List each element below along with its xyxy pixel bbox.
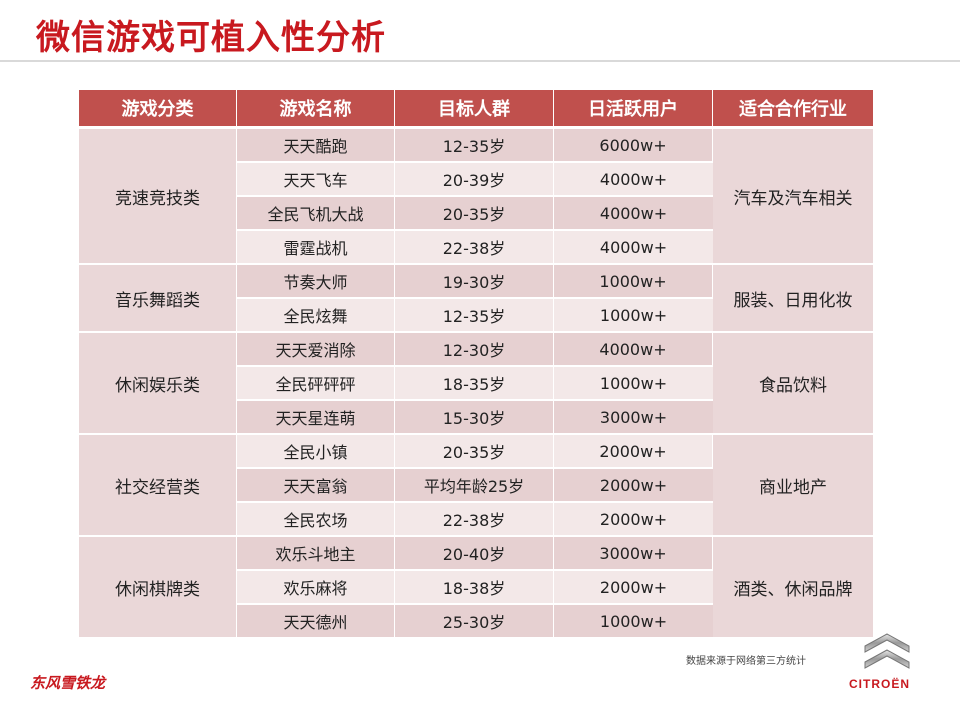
table-row: 天天富翁 平均年龄25岁 2000w+ (79, 469, 873, 503)
citroen-wordmark: CITROËN (849, 677, 910, 691)
age-cell: 20-39岁 (395, 163, 554, 197)
game-name-cell: 欢乐斗地主 (237, 537, 395, 571)
game-name-cell: 全民砰砰砰 (237, 367, 395, 401)
dau-cell: 1000w+ (554, 299, 713, 333)
industry-cell: 服装、日用化妆 (713, 265, 873, 333)
dau-cell: 2000w+ (554, 435, 713, 469)
game-name-cell: 全民飞机大战 (237, 197, 395, 231)
game-name-cell: 全民炫舞 (237, 299, 395, 333)
game-analysis-table-container: 游戏分类 游戏名称 目标人群 日活跃用户 适合合作行业 竞速竞技类 天天酷跑 1… (79, 90, 873, 639)
dau-cell: 2000w+ (554, 469, 713, 503)
age-cell: 18-38岁 (395, 571, 554, 605)
age-cell: 20-35岁 (395, 435, 554, 469)
dau-cell: 4000w+ (554, 231, 713, 265)
game-name-cell: 天天爱消除 (237, 333, 395, 367)
game-name-cell: 节奏大师 (237, 265, 395, 299)
table-header-row: 游戏分类 游戏名称 目标人群 日活跃用户 适合合作行业 (79, 90, 873, 129)
title-divider (0, 60, 960, 62)
header-daily-active-users: 日活跃用户 (554, 90, 713, 129)
game-name-cell: 天天酷跑 (237, 129, 395, 163)
game-name-cell: 欢乐麻将 (237, 571, 395, 605)
dau-cell: 1000w+ (554, 605, 713, 639)
table-row: 休闲棋牌类 欢乐斗地主 20-40岁 3000w+ 酒类、休闲品牌 (79, 537, 873, 639)
table-row: 雷霆战机 22-38岁 4000w+ (79, 231, 873, 265)
dau-cell: 4000w+ (554, 197, 713, 231)
game-name-cell: 天天富翁 (237, 469, 395, 503)
dau-cell: 4000w+ (554, 333, 713, 367)
age-cell: 12-35岁 (395, 129, 554, 163)
dau-cell: 3000w+ (554, 537, 713, 571)
header-target-audience: 目标人群 (395, 90, 554, 129)
industry-cell: 酒类、休闲品牌 (713, 537, 873, 639)
industry-cell: 食品饮料 (713, 333, 873, 435)
game-name-cell: 天天德州 (237, 605, 395, 639)
dau-cell: 4000w+ (554, 163, 713, 197)
category-cell: 休闲娱乐类 (79, 333, 237, 435)
age-cell: 平均年龄25岁 (395, 469, 554, 503)
dau-cell: 6000w+ (554, 129, 713, 163)
page-title: 微信游戏可植入性分析 (36, 18, 386, 58)
table-row: 休闲娱乐类 天天爱消除 12-30岁 4000w+ 食品饮料 (79, 333, 873, 435)
age-cell: 20-40岁 (395, 537, 554, 571)
age-cell: 22-38岁 (395, 231, 554, 265)
dau-cell: 2000w+ (554, 503, 713, 537)
table-row: 全民砰砰砰 18-35岁 1000w+ (79, 367, 873, 401)
data-source-note: 数据来源于网络第三方统计 (686, 656, 806, 667)
industry-cell: 商业地产 (713, 435, 873, 537)
age-cell: 12-30岁 (395, 333, 554, 367)
game-name-cell: 全民农场 (237, 503, 395, 537)
age-cell: 15-30岁 (395, 401, 554, 435)
dau-cell: 2000w+ (554, 571, 713, 605)
table-row: 天天星连萌 15-30岁 3000w+ (79, 401, 873, 435)
table-row: 全民炫舞 12-35岁 1000w+ (79, 299, 873, 333)
game-name-cell: 雷霆战机 (237, 231, 395, 265)
table-row: 天天飞车 20-39岁 4000w+ (79, 163, 873, 197)
header-category: 游戏分类 (79, 90, 237, 129)
citroen-double-chevron-icon (864, 633, 910, 669)
dau-cell: 1000w+ (554, 265, 713, 299)
age-cell: 20-35岁 (395, 197, 554, 231)
table-row: 社交经营类 全民小镇 20-35岁 2000w+ 商业地产 (79, 435, 873, 537)
header-industry: 适合合作行业 (713, 90, 873, 129)
table-row: 竞速竞技类 天天酷跑 12-35岁 6000w+ 汽车及汽车相关 (79, 129, 873, 265)
age-cell: 25-30岁 (395, 605, 554, 639)
age-cell: 12-35岁 (395, 299, 554, 333)
age-cell: 22-38岁 (395, 503, 554, 537)
table-row: 全民飞机大战 20-35岁 4000w+ (79, 197, 873, 231)
category-cell: 社交经营类 (79, 435, 237, 537)
game-name-cell: 天天飞车 (237, 163, 395, 197)
table-row: 音乐舞蹈类 节奏大师 19-30岁 1000w+ 服装、日用化妆 (79, 265, 873, 333)
age-cell: 19-30岁 (395, 265, 554, 299)
table-row: 天天德州 25-30岁 1000w+ (79, 605, 873, 639)
game-name-cell: 全民小镇 (237, 435, 395, 469)
table-body: 竞速竞技类 天天酷跑 12-35岁 6000w+ 汽车及汽车相关 天天飞车 20… (79, 129, 873, 639)
header-game-name: 游戏名称 (237, 90, 395, 129)
game-name-cell: 天天星连萌 (237, 401, 395, 435)
category-cell: 音乐舞蹈类 (79, 265, 237, 333)
table-row: 全民农场 22-38岁 2000w+ (79, 503, 873, 537)
game-analysis-table: 游戏分类 游戏名称 目标人群 日活跃用户 适合合作行业 竞速竞技类 天天酷跑 1… (79, 90, 873, 639)
table-row: 欢乐麻将 18-38岁 2000w+ (79, 571, 873, 605)
category-cell: 竞速竞技类 (79, 129, 237, 265)
industry-cell: 汽车及汽车相关 (713, 129, 873, 265)
age-cell: 18-35岁 (395, 367, 554, 401)
category-cell: 休闲棋牌类 (79, 537, 237, 639)
dau-cell: 1000w+ (554, 367, 713, 401)
dau-cell: 3000w+ (554, 401, 713, 435)
dongfeng-citroen-logo: 东风雪铁龙 (30, 674, 106, 692)
